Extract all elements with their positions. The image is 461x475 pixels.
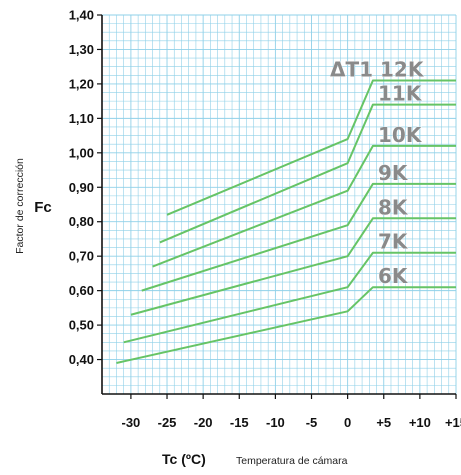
chart-axes bbox=[101, 15, 456, 395]
series-line-9k bbox=[141, 182, 456, 292]
series-label-9k: 9K bbox=[378, 161, 409, 185]
series-line-6k bbox=[116, 286, 456, 364]
x-tick-label: -20 bbox=[194, 415, 213, 430]
series-line-8k bbox=[130, 217, 456, 316]
y-tick-label: 1,20 bbox=[69, 76, 94, 91]
series-label-8k: 8K bbox=[378, 195, 409, 219]
y-tick-label: 0,80 bbox=[69, 214, 94, 229]
y-axis-symbol: Fc bbox=[34, 199, 52, 216]
series-line-11k bbox=[159, 103, 456, 244]
series-line-10k bbox=[152, 144, 456, 268]
series-label-11k: 11K bbox=[378, 82, 423, 106]
x-tick-label: 0 bbox=[344, 415, 351, 430]
x-tick-label: +15 bbox=[445, 415, 461, 430]
series-line-12k bbox=[166, 79, 456, 216]
series-label-12k: ΔT1 12K bbox=[330, 57, 425, 81]
x-axis-symbol: Tc (ºC) bbox=[162, 451, 206, 467]
y-tick-label: 1,30 bbox=[69, 42, 94, 57]
x-axis-title: Temperatura de cámara bbox=[236, 455, 348, 467]
y-tick-labels: 0,40 0,50 0,60 0,70 0,80 0,90 1,00 1,10 1,20 1,30… bbox=[69, 8, 102, 367]
series-line-7k bbox=[123, 251, 456, 344]
series-lines bbox=[116, 79, 456, 364]
y-tick-label: 0,50 bbox=[69, 318, 94, 333]
y-tick-label: 1,40 bbox=[69, 8, 94, 23]
series-label-6k: 6K bbox=[378, 264, 409, 288]
x-tick-label: -30 bbox=[121, 415, 140, 430]
x-tick-label: +10 bbox=[409, 415, 431, 430]
y-axis-title: Factor de corrección bbox=[14, 158, 26, 254]
series-label-10k: 10K bbox=[378, 123, 423, 147]
y-tick-label: 1,10 bbox=[69, 111, 94, 126]
y-tick-label: 0,60 bbox=[69, 283, 94, 298]
y-tick-label: 0,40 bbox=[69, 352, 94, 367]
y-tick-label: 0,70 bbox=[69, 249, 94, 264]
y-tick-label: 1,00 bbox=[69, 145, 94, 160]
x-tick-label: -10 bbox=[266, 415, 285, 430]
y-tick-label: 0,90 bbox=[69, 180, 94, 195]
x-tick-label: +5 bbox=[376, 415, 391, 430]
x-tick-label: -25 bbox=[158, 415, 177, 430]
series-label-7k: 7K bbox=[378, 230, 409, 254]
x-tick-label: -5 bbox=[306, 415, 318, 430]
x-tick-labels: -30 -25 -20 -15 -10 -5 0 +5 +10 +15 bbox=[121, 394, 461, 430]
x-tick-label: -15 bbox=[230, 415, 249, 430]
